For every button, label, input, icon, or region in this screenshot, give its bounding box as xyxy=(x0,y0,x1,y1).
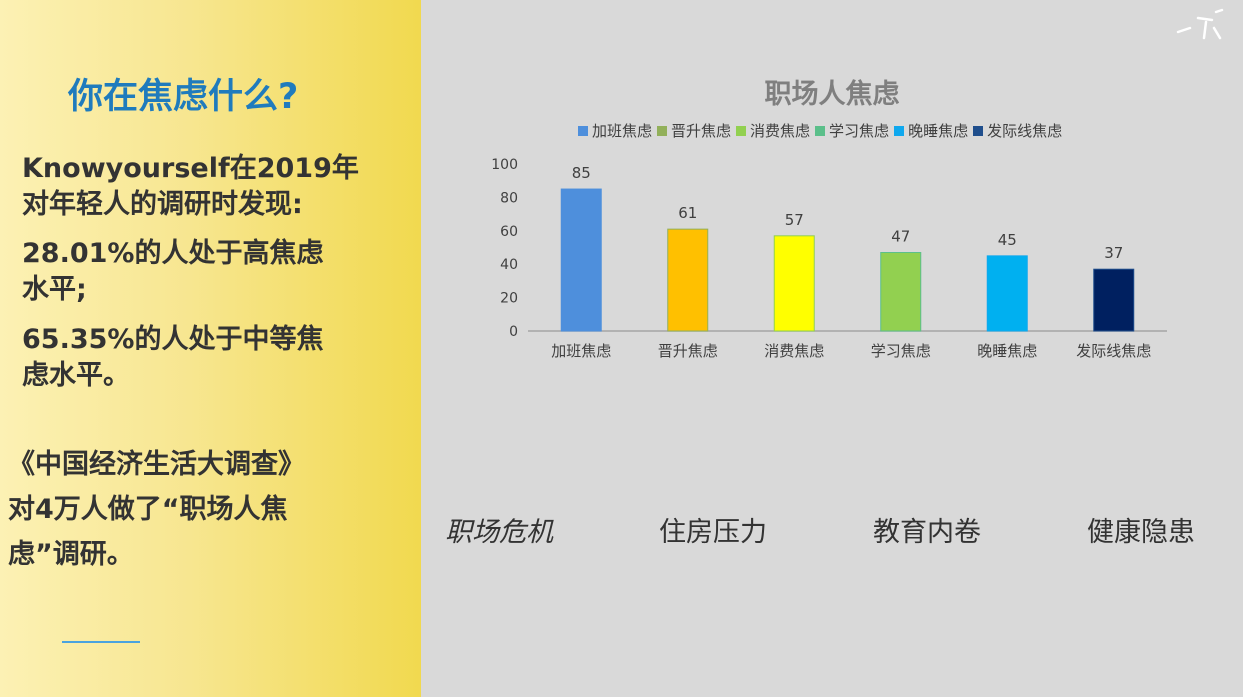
bar xyxy=(560,188,602,332)
keyword-education-involution: 教育内卷 xyxy=(873,517,981,548)
legend-swatch xyxy=(815,125,826,136)
page-title: 你在焦虑什么? xyxy=(68,77,299,117)
legend-label: 学习焦虑 xyxy=(829,122,890,140)
chart-legend: 加班焦虑 晋升焦虑 消费焦虑 学习焦虑 晚睡焦虑 发际线焦虑 xyxy=(578,120,1067,141)
legend-item: 加班焦虑 xyxy=(578,120,652,141)
legend-swatch xyxy=(736,125,747,136)
bar xyxy=(667,228,709,332)
intro-paragraph: Knowyourself在2019年 对年轻人的调研时发现: xyxy=(22,153,359,220)
data-label: 37 xyxy=(1104,244,1123,262)
y-tick-label: 0 xyxy=(509,324,518,340)
right-panel xyxy=(421,0,1243,697)
sparkle-icon xyxy=(1176,8,1224,40)
data-label: 61 xyxy=(678,204,697,222)
legend-swatch xyxy=(894,125,905,136)
accent-line xyxy=(62,641,140,643)
bar xyxy=(1093,268,1135,332)
bar xyxy=(986,255,1028,332)
bar xyxy=(880,252,922,332)
y-tick-label: 20 xyxy=(500,291,518,307)
legend-swatch xyxy=(578,125,588,136)
high-anxiety-stat: 28.01%的人处于高焦虑 水平; xyxy=(22,238,324,305)
legend-item: 学习焦虑 xyxy=(815,120,889,141)
legend-label: 消费焦虑 xyxy=(750,122,811,140)
keyword-housing-pressure: 住房压力 xyxy=(659,517,767,548)
x-tick-label: 加班焦虑 xyxy=(551,342,611,360)
legend-label: 晋升焦虑 xyxy=(671,122,732,140)
left-panel xyxy=(0,0,421,697)
x-tick-label: 消费焦虑 xyxy=(764,342,824,360)
x-tick-label: 晚睡焦虑 xyxy=(977,342,1037,360)
x-tick-label: 发际线焦虑 xyxy=(1076,342,1151,360)
data-label: 57 xyxy=(785,211,804,229)
legend-label: 发际线焦虑 xyxy=(987,122,1063,140)
data-label: 85 xyxy=(572,164,591,182)
data-label: 45 xyxy=(998,231,1017,249)
legend-item: 晋升焦虑 xyxy=(657,120,731,141)
bar-chart: 0 20 40 60 80 100 85 加班焦虑 61 晋升焦虑 57 消费焦虑 47 学习焦虑 45 晚睡… xyxy=(491,157,1167,360)
legend-item: 消费焦虑 xyxy=(736,120,810,141)
survey-paragraph: 《中国经济生活大调查》 对4万人做了“职场人焦 虑”调研。 xyxy=(8,449,305,570)
keyword-health-risk: 健康隐患 xyxy=(1087,517,1195,548)
bar xyxy=(773,235,815,332)
y-tick-label: 40 xyxy=(500,257,518,273)
medium-anxiety-stat: 65.35%的人处于中等焦 虑水平。 xyxy=(22,324,324,391)
legend-item: 晚睡焦虑 xyxy=(894,120,968,141)
legend-swatch xyxy=(973,125,984,136)
legend-label: 晚睡焦虑 xyxy=(908,122,969,140)
y-tick-label: 60 xyxy=(500,224,518,240)
legend-label: 加班焦虑 xyxy=(592,122,653,140)
legend-swatch xyxy=(657,125,668,136)
x-tick-label: 晋升焦虑 xyxy=(658,342,718,360)
y-tick-label: 100 xyxy=(491,157,518,173)
x-tick-label: 学习焦虑 xyxy=(871,342,931,360)
data-label: 47 xyxy=(891,228,910,246)
legend-item: 发际线焦虑 xyxy=(973,120,1062,141)
keyword-workplace-crisis: 职场危机 xyxy=(445,517,553,548)
y-tick-label: 80 xyxy=(500,190,518,206)
chart-title: 职场人焦虑 xyxy=(764,79,900,110)
